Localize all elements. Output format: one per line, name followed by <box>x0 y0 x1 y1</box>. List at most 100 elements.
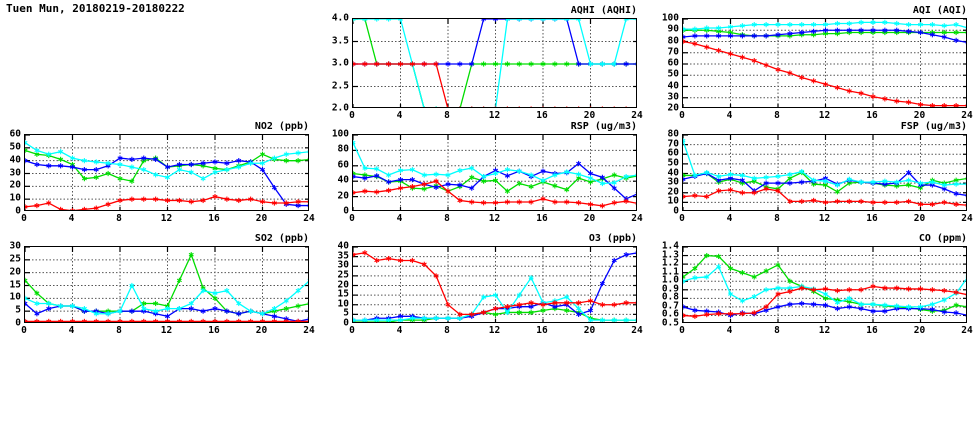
data-point-marker <box>692 193 698 198</box>
data-point-marker <box>236 158 242 163</box>
data-point-marker <box>739 55 745 60</box>
y-tick-label: 10 <box>337 298 349 310</box>
data-point-marker <box>552 304 558 309</box>
data-point-marker <box>811 79 817 83</box>
x-tick-label: 16 <box>866 110 878 121</box>
data-point-marker <box>564 62 570 66</box>
data-point-marker <box>295 288 301 293</box>
y-tick-label: 80 <box>667 35 679 46</box>
data-point-marker <box>212 296 218 301</box>
data-point-marker <box>188 199 194 204</box>
y-tick-label: 100 <box>331 128 349 140</box>
data-point-marker <box>283 306 289 311</box>
data-point-marker <box>564 187 570 192</box>
data-point-marker <box>445 302 451 307</box>
data-point-marker <box>93 167 99 172</box>
data-point-marker <box>397 258 404 263</box>
data-point-marker <box>775 286 781 290</box>
data-point-marker <box>775 32 781 37</box>
data-point-marker <box>799 180 805 184</box>
data-point-marker <box>25 301 28 305</box>
data-point-marker <box>683 195 686 199</box>
data-point-marker <box>212 166 218 171</box>
data-point-marker <box>481 310 487 315</box>
data-point-marker <box>445 189 451 193</box>
data-point-marker <box>34 148 40 153</box>
series-red-fsp <box>683 186 966 207</box>
data-point-marker <box>763 305 769 309</box>
data-point-marker <box>882 303 888 307</box>
data-point-marker <box>516 310 522 315</box>
data-point-marker <box>248 319 253 322</box>
data-point-marker <box>457 198 463 203</box>
data-point-marker <box>34 152 40 157</box>
data-point-marker <box>906 170 912 175</box>
x-tick-label: 8 <box>774 110 780 121</box>
data-point-marker <box>34 162 40 167</box>
data-point-marker <box>481 174 487 179</box>
x-tick-label: 16 <box>536 325 548 336</box>
data-point-marker <box>362 62 368 66</box>
data-point-marker <box>129 283 135 288</box>
data-point-marker <box>58 304 64 308</box>
data-point-marker <box>683 29 686 33</box>
data-point-marker <box>141 167 147 172</box>
y-tick-label: 30 <box>9 167 21 178</box>
data-point-marker <box>611 200 617 205</box>
data-point-marker <box>953 38 959 43</box>
data-point-marker <box>518 19 522 21</box>
data-point-marker <box>224 319 229 322</box>
data-point-marker <box>917 287 924 291</box>
data-point-marker <box>552 19 556 21</box>
data-point-marker <box>623 318 629 322</box>
data-point-marker <box>224 161 230 166</box>
data-point-marker <box>716 34 722 38</box>
data-point-marker <box>236 165 242 169</box>
data-point-marker <box>953 22 959 27</box>
data-point-marker <box>386 19 390 21</box>
data-point-marker <box>363 19 368 21</box>
data-point-marker <box>386 188 392 193</box>
data-point-marker <box>929 307 935 312</box>
data-point-marker <box>259 161 266 166</box>
series-blue-aqi <box>683 27 966 45</box>
data-point-marker <box>576 312 582 317</box>
x-tick-label: 0 <box>349 110 355 121</box>
data-point-marker <box>25 140 28 144</box>
data-point-marker <box>683 313 686 317</box>
x-tick-label: 4 <box>726 213 733 224</box>
data-point-marker <box>763 63 769 67</box>
data-point-marker <box>153 319 158 322</box>
data-point-marker <box>692 34 698 38</box>
data-point-marker <box>611 62 617 66</box>
series-cyan-no2 <box>25 140 308 182</box>
plot-area-aqhi <box>352 18 637 108</box>
data-point-marker <box>565 19 570 21</box>
data-point-marker <box>259 167 266 172</box>
data-point-marker <box>457 316 463 320</box>
data-point-marker <box>822 287 829 291</box>
data-point-marker <box>906 183 912 187</box>
data-point-marker <box>58 164 64 168</box>
data-point-marker <box>623 19 628 21</box>
data-point-marker <box>362 166 368 170</box>
data-point-marker <box>739 181 745 185</box>
data-point-marker <box>504 62 510 66</box>
data-point-marker <box>751 22 757 27</box>
data-point-marker <box>25 142 28 145</box>
data-point-marker <box>611 173 617 177</box>
data-point-marker <box>775 67 781 72</box>
x-tick-label: 8 <box>116 325 122 336</box>
data-point-marker <box>882 309 888 313</box>
y-tick-label: 1.0 <box>661 274 679 286</box>
data-point-marker <box>399 19 404 21</box>
series-red-rsp <box>353 178 636 209</box>
data-point-marker <box>353 254 356 257</box>
data-point-marker <box>787 286 793 290</box>
data-point-marker <box>374 62 380 66</box>
data-point-marker <box>46 319 51 322</box>
x-tick-label: 16 <box>866 325 878 336</box>
data-point-marker <box>374 19 378 21</box>
y-tick-label: 10 <box>9 291 21 303</box>
data-point-marker <box>611 180 617 185</box>
